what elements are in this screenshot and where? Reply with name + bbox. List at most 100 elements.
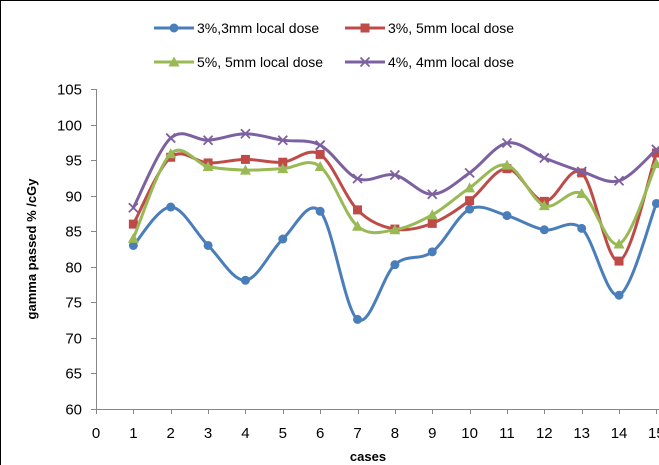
y-tick-label: 60 bbox=[65, 402, 82, 419]
data-point bbox=[165, 148, 177, 159]
y-tick-label: 80 bbox=[65, 260, 82, 277]
data-point bbox=[465, 204, 475, 214]
plot-area bbox=[127, 128, 659, 324]
data-point bbox=[539, 225, 549, 235]
data-point bbox=[203, 240, 213, 250]
data-point bbox=[613, 175, 625, 186]
data-point bbox=[465, 196, 475, 206]
x-axis-title: cases bbox=[350, 449, 386, 464]
data-point bbox=[202, 161, 214, 172]
data-point bbox=[651, 198, 659, 208]
legend-item: 3%, 5mm local dose bbox=[345, 20, 514, 36]
y-tick-label: 85 bbox=[65, 224, 82, 241]
y-tick-label: 105 bbox=[57, 82, 82, 99]
y-axis-ticks: 60 65 70 75 80 85 90 95 100 105 bbox=[57, 82, 96, 419]
data-point bbox=[353, 314, 363, 324]
y-tick-label: 100 bbox=[57, 118, 82, 135]
data-point bbox=[613, 238, 625, 249]
x-tick-label: 6 bbox=[316, 425, 324, 442]
data-point bbox=[239, 164, 251, 175]
data-point bbox=[240, 275, 250, 285]
legend: 3%,3mm local dose 3%, 5mm local dose 5%, 5… bbox=[154, 20, 514, 70]
legend-item: 4%, 4mm local dose bbox=[345, 54, 514, 70]
data-point bbox=[427, 218, 437, 228]
y-tick-label: 65 bbox=[65, 366, 82, 383]
x-tick-label: 9 bbox=[428, 425, 436, 442]
data-point bbox=[538, 200, 550, 211]
y-tick-label: 95 bbox=[65, 153, 82, 170]
data-point bbox=[614, 290, 624, 300]
data-point bbox=[389, 224, 401, 235]
data-point bbox=[277, 135, 288, 146]
data-point bbox=[278, 234, 288, 244]
data-point bbox=[501, 159, 513, 170]
legend-label: 4%, 4mm local dose bbox=[388, 54, 514, 70]
data-point bbox=[352, 173, 363, 184]
data-point bbox=[315, 149, 325, 159]
x-tick-label: 7 bbox=[353, 425, 361, 442]
data-point bbox=[166, 202, 176, 212]
x-tick-label: 8 bbox=[391, 425, 399, 442]
x-tick-label: 2 bbox=[167, 425, 175, 442]
legend-marker bbox=[360, 23, 370, 33]
x-tick-label: 15 bbox=[648, 425, 659, 442]
data-point bbox=[352, 220, 364, 231]
data-point bbox=[650, 158, 659, 169]
x-tick-label: 5 bbox=[279, 425, 287, 442]
data-point bbox=[464, 167, 475, 179]
series-1 bbox=[128, 198, 659, 324]
x-axis-ticks: 0123456789101112131415 bbox=[92, 409, 659, 442]
data-point bbox=[128, 240, 138, 250]
data-point bbox=[202, 135, 214, 146]
data-point bbox=[240, 154, 250, 164]
data-point bbox=[128, 202, 139, 213]
data-point bbox=[278, 157, 288, 167]
data-point bbox=[614, 256, 624, 266]
x-tick-label: 4 bbox=[241, 425, 249, 442]
data-point bbox=[577, 223, 587, 233]
data-point bbox=[501, 137, 513, 149]
x-tick-label: 11 bbox=[499, 425, 515, 442]
data-point bbox=[502, 211, 512, 221]
data-point bbox=[389, 169, 401, 181]
legend-label: 5%, 5mm local dose bbox=[197, 54, 323, 70]
legend-marker bbox=[168, 56, 180, 67]
data-point bbox=[464, 182, 476, 193]
x-tick-label: 13 bbox=[573, 425, 590, 442]
data-point bbox=[314, 161, 326, 172]
x-tick-label: 10 bbox=[461, 425, 478, 442]
data-point bbox=[576, 188, 588, 199]
x-tick-label: 1 bbox=[129, 425, 137, 442]
legend-marker bbox=[359, 56, 371, 68]
x-tick-label: 12 bbox=[536, 425, 553, 442]
data-point bbox=[576, 166, 587, 177]
legend-label: 3%,3mm local dose bbox=[197, 20, 319, 36]
data-point bbox=[127, 232, 139, 243]
data-point bbox=[315, 206, 325, 216]
legend-item: 5%, 5mm local dose bbox=[154, 54, 323, 70]
data-point bbox=[427, 247, 437, 257]
y-axis-title: gamma passed % /cGy bbox=[24, 178, 39, 320]
legend-item: 3%,3mm local dose bbox=[154, 20, 319, 36]
data-point bbox=[240, 128, 251, 139]
legend-label: 3%, 5mm local dose bbox=[388, 20, 514, 36]
x-tick-label: 14 bbox=[611, 425, 628, 442]
y-tick-label: 70 bbox=[65, 331, 82, 348]
data-point bbox=[165, 132, 176, 144]
x-tick-label: 3 bbox=[204, 425, 212, 442]
series-4 bbox=[128, 128, 659, 213]
legend-marker bbox=[169, 23, 179, 33]
data-point bbox=[651, 148, 659, 158]
data-point bbox=[390, 260, 400, 270]
data-point bbox=[277, 163, 289, 174]
data-point bbox=[651, 144, 659, 155]
y-tick-label: 75 bbox=[65, 295, 82, 312]
data-point bbox=[539, 152, 550, 164]
data-point bbox=[353, 205, 363, 215]
data-point bbox=[315, 140, 326, 151]
x-tick-label: 0 bbox=[92, 425, 100, 442]
data-point bbox=[128, 219, 138, 229]
data-point bbox=[427, 189, 438, 200]
y-tick-label: 90 bbox=[65, 189, 82, 206]
